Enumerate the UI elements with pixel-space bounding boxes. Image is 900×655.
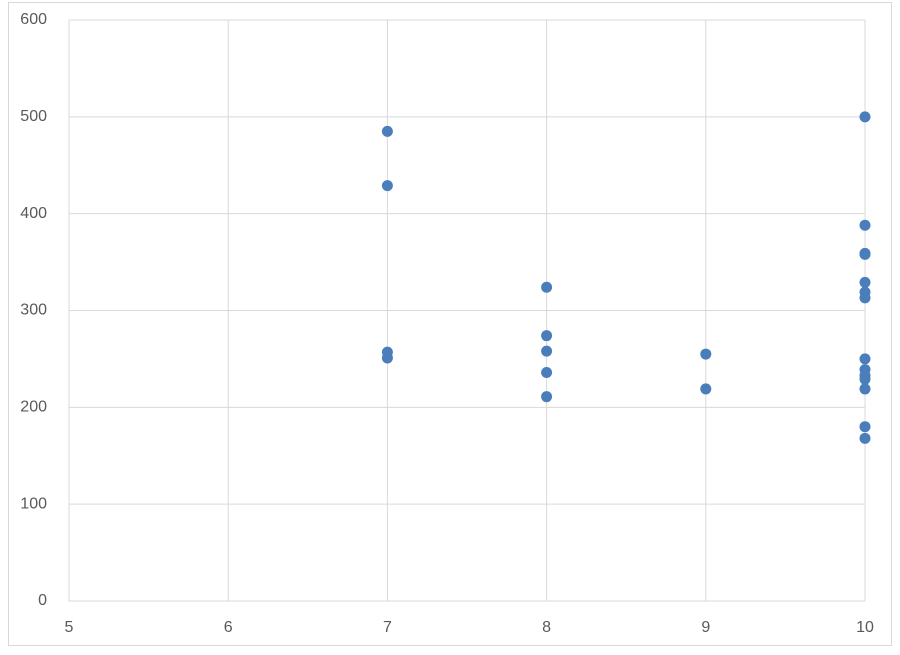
x-tick-label: 10: [856, 619, 874, 636]
point: [381, 352, 393, 364]
point: [541, 330, 553, 342]
point: [700, 348, 712, 360]
point: [859, 432, 871, 444]
y-tick-label: 600: [20, 11, 47, 28]
y-tick-label: 400: [20, 205, 47, 222]
y-tick-label: 100: [20, 495, 47, 512]
point: [859, 111, 871, 123]
y-tick-label: 500: [20, 108, 47, 125]
x-tick-label: 5: [65, 619, 74, 636]
point: [700, 383, 712, 395]
x-tick-label: 8: [542, 619, 551, 636]
point: [859, 292, 871, 304]
y-tick-label: 0: [38, 592, 47, 609]
point: [859, 353, 871, 365]
chart-border: [8, 2, 892, 646]
point: [541, 281, 553, 293]
x-tick-label: 7: [383, 619, 392, 636]
point: [541, 366, 553, 378]
point: [541, 345, 553, 357]
y-tick-label: 200: [20, 399, 47, 416]
point: [859, 383, 871, 395]
x-tick-label: 9: [701, 619, 710, 636]
point: [381, 125, 393, 137]
y-tick-label: 300: [20, 302, 47, 319]
point: [859, 219, 871, 231]
point: [381, 180, 393, 192]
point: [859, 276, 871, 288]
point: [859, 421, 871, 433]
point: [859, 373, 871, 385]
point: [859, 248, 871, 260]
point: [541, 391, 553, 403]
x-tick-label: 6: [224, 619, 233, 636]
